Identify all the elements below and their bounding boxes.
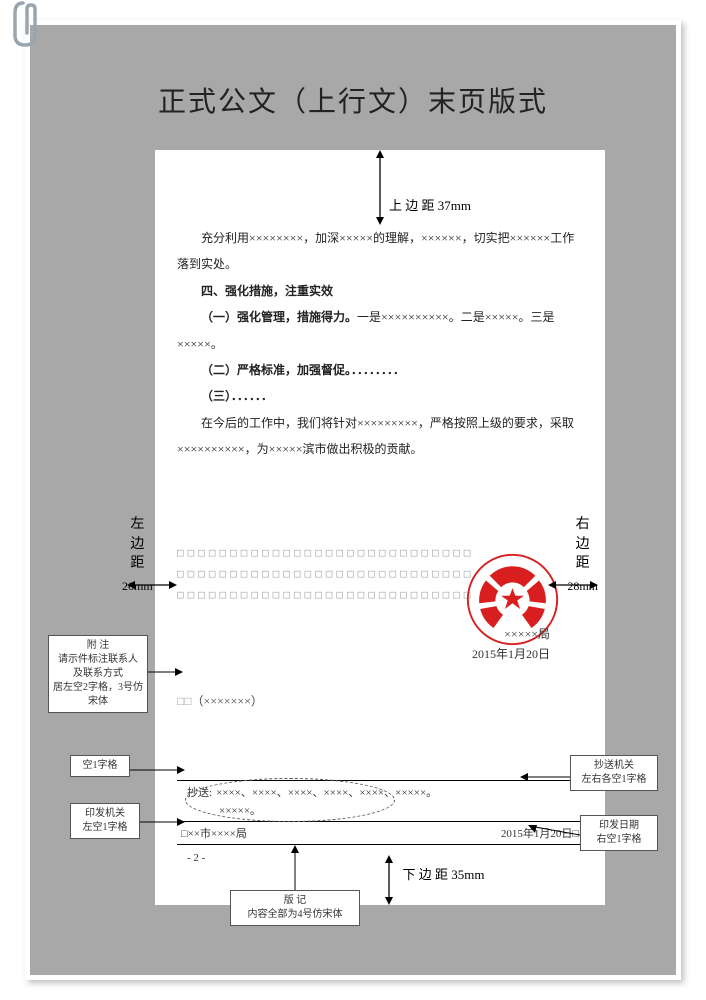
signature-org: ×××××局 [504, 625, 550, 642]
copy-line1: ××××、××××、××××、××××、××××、×××××。 [216, 784, 437, 800]
callout-issue-date: 印发日期右空1字格 [580, 815, 658, 851]
connector-blank1 [130, 763, 185, 782]
document-title: 正式公文（上行文）末页版式 [30, 80, 676, 120]
right-margin-arrow [548, 578, 598, 592]
annex-note: □□（×××××××） [177, 692, 263, 709]
gray-frame: 正式公文（上行文）末页版式 上 边 距 37mm 充分利用××××××××，加深… [30, 25, 676, 975]
callout-banji: 版 记内容全部为4号仿宋体 [230, 890, 360, 926]
callout-copy-margin: 抄送机关左右各空1字格 [570, 755, 658, 791]
body-text: 充分利用××××××××，加深×××××的理解，××××××，切实把××××××… [177, 225, 583, 463]
heading-section-4: 四、强化措施，注重实效 [177, 278, 583, 304]
top-margin-label: 上 边 距 37mm [389, 195, 471, 214]
callout-annex: 附 注请示件标注联系人及联系方式居左空2字格，3号仿宋体 [48, 635, 148, 713]
subheading-2: （二）严格标准，加强督促。．．．．．．．． [177, 357, 583, 383]
connector-issue-date [525, 825, 580, 846]
content-page: 上 边 距 37mm 充分利用××××××××，加深×××××的理解，×××××… [155, 150, 605, 905]
paragraph-2: 在今后的工作中，我们将针对×××××××××，严格按照上级的要求，采取×××××… [177, 410, 583, 463]
left-margin-arrow [127, 578, 177, 592]
connector-annex [148, 665, 183, 684]
page-number: - 2 - [187, 852, 205, 864]
subheading-1: （一）强化管理，措施得力。一是××××××××××。二是×××××。三是××××… [177, 304, 583, 357]
connector-issuer [140, 815, 185, 834]
connector-banji [288, 845, 302, 895]
issuer: □××市××××局 [181, 825, 247, 841]
bottom-margin-arrow [379, 855, 399, 905]
paragraph-1: 充分利用××××××××，加深×××××的理解，××××××，切实把××××××… [177, 225, 583, 278]
callout-blank1: 空1字格 [70, 755, 130, 777]
connector-copy [520, 770, 570, 789]
signature-date: 2015年1月20日 [472, 645, 550, 662]
copy-label: 抄送: [187, 784, 212, 800]
bottom-margin-label: 下 边 距 35mm [403, 864, 485, 883]
callout-issuer-left: 印发机关左空1字格 [70, 803, 140, 839]
paperclip-decoration [5, 0, 45, 50]
subheading-3: （三）．．．．．． [177, 383, 583, 409]
top-margin-arrow [370, 150, 390, 225]
